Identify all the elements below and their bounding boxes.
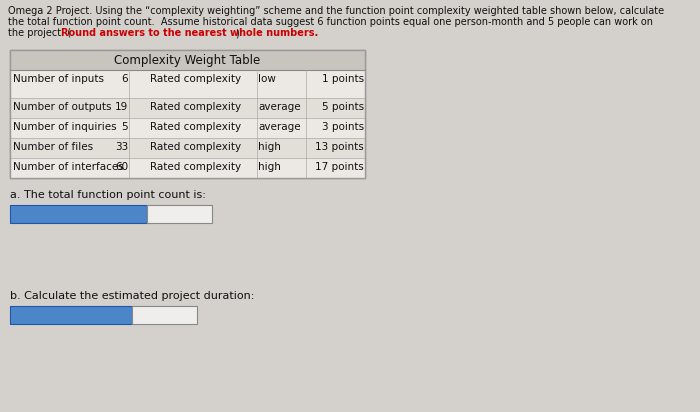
Text: Number of interfaces: Number of interfaces — [13, 162, 124, 172]
Text: Rated complexity: Rated complexity — [150, 122, 241, 132]
Text: Rated complexity: Rated complexity — [150, 162, 241, 172]
Bar — [10, 50, 365, 178]
Text: Rated complexity: Rated complexity — [150, 102, 241, 112]
Text: 17 points: 17 points — [315, 162, 364, 172]
Text: average: average — [258, 122, 300, 132]
Text: Round answers to the nearest whole numbers.: Round answers to the nearest whole numbe… — [62, 28, 318, 38]
Text: high: high — [258, 162, 281, 172]
Text: the total function point count.  Assume historical data suggest 6 function point: the total function point count. Assume h… — [8, 17, 653, 27]
Text: Complexity Weight Table: Complexity Weight Table — [114, 54, 260, 67]
Text: Number of inquiries: Number of inquiries — [13, 122, 117, 132]
Bar — [10, 118, 365, 138]
Text: Number of inputs: Number of inputs — [13, 74, 104, 84]
Text: Rated complexity: Rated complexity — [150, 142, 241, 152]
Bar — [10, 158, 365, 178]
Text: 33: 33 — [115, 142, 128, 152]
Text: the project. (: the project. ( — [8, 28, 71, 38]
Bar — [10, 98, 365, 118]
Text: high: high — [258, 142, 281, 152]
Bar — [10, 70, 365, 98]
Text: 1 points: 1 points — [322, 74, 364, 84]
Text: a. The total function point count is:: a. The total function point count is: — [10, 190, 206, 200]
Text: 13 points: 13 points — [315, 142, 364, 152]
Bar — [10, 205, 147, 223]
Text: 19: 19 — [115, 102, 128, 112]
Text: Number of outputs: Number of outputs — [13, 102, 111, 112]
Text: 3 points: 3 points — [322, 122, 364, 132]
Text: ): ) — [236, 28, 239, 38]
Text: low: low — [258, 74, 276, 84]
Bar — [10, 50, 365, 70]
Bar — [10, 50, 365, 178]
Bar — [10, 306, 132, 324]
Text: Estimated project duration: Estimated project duration — [14, 309, 154, 319]
Text: Number of files: Number of files — [13, 142, 93, 152]
Text: 5 points: 5 points — [322, 102, 364, 112]
Text: 5: 5 — [121, 122, 128, 132]
Text: b. Calculate the estimated project duration:: b. Calculate the estimated project durat… — [10, 291, 254, 301]
Text: Rated complexity: Rated complexity — [150, 74, 241, 84]
Text: 6: 6 — [121, 74, 128, 84]
Bar — [10, 138, 365, 158]
Text: 60: 60 — [115, 162, 128, 172]
Text: Omega 2 Project. Using the “complexity weighting” scheme and the function point : Omega 2 Project. Using the “complexity w… — [8, 6, 664, 16]
Text: Total function point count: Total function point count — [14, 208, 147, 218]
Text: average: average — [258, 102, 300, 112]
Bar — [147, 205, 212, 223]
Bar — [132, 306, 197, 324]
